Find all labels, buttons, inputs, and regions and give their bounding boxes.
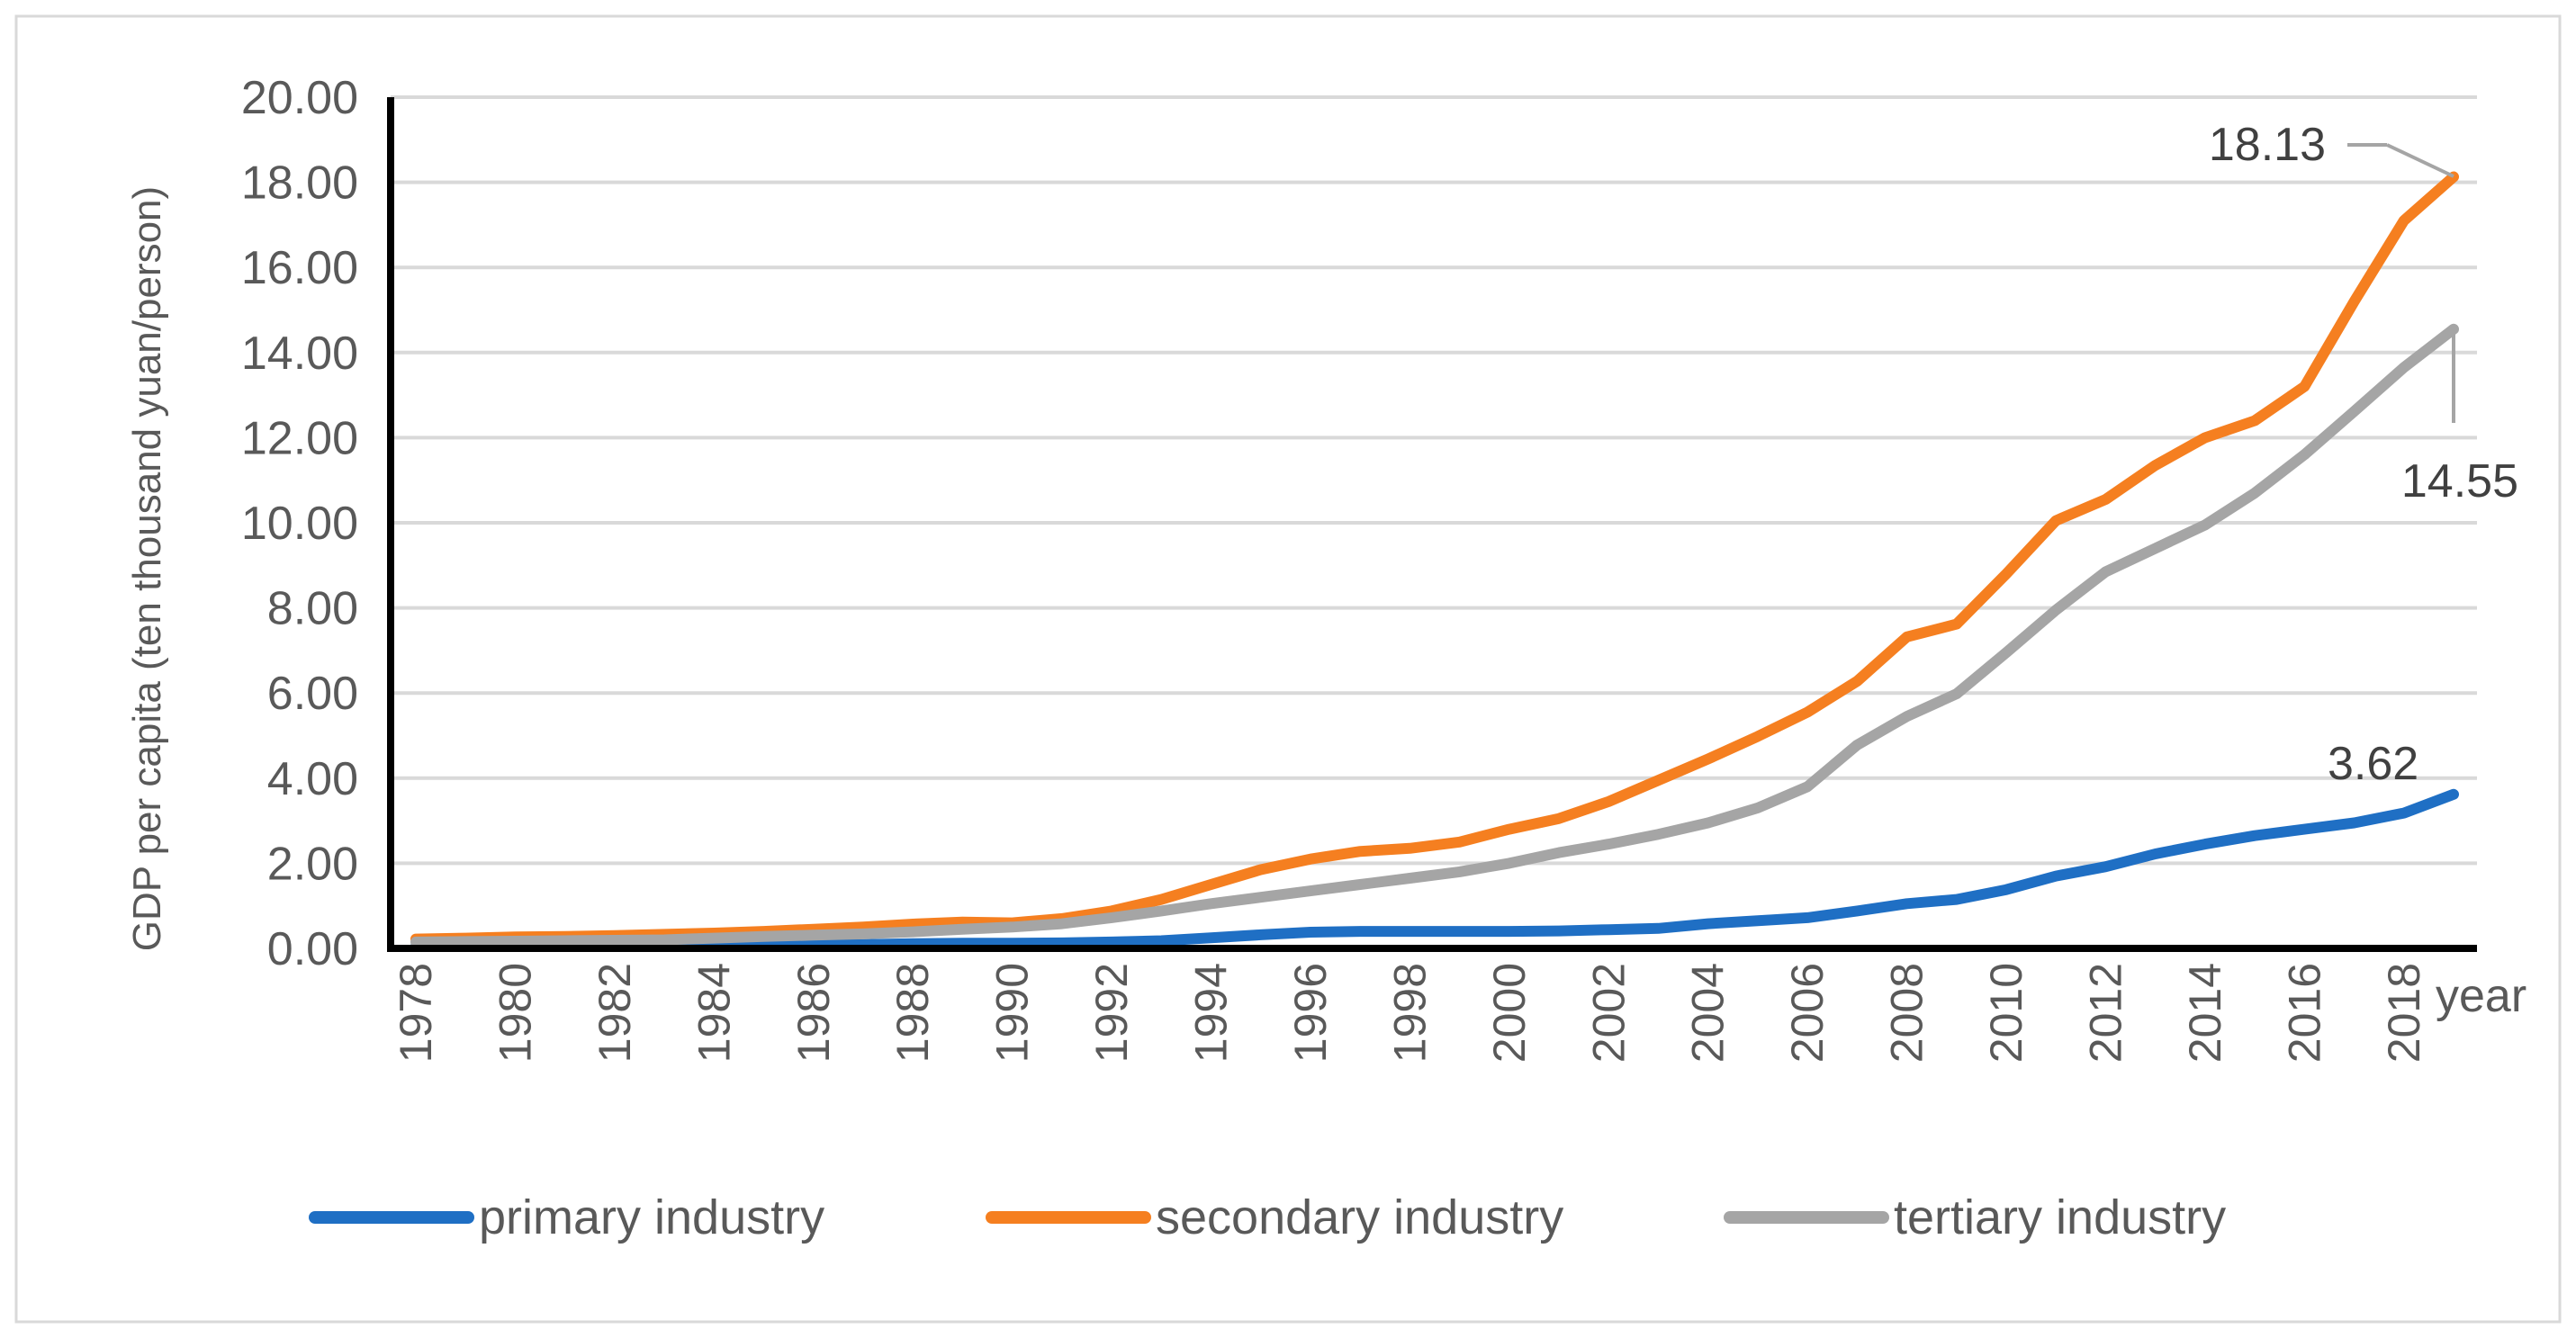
x-axis-ticks: 1978 1980 1982 1984 1986 1988 1990 1992 1994 1996… — [391, 963, 2429, 1063]
y-tick-label: 10.00 — [241, 498, 358, 550]
legend-label-secondary-industry: secondary industry — [1156, 1190, 1563, 1244]
x-tick-label: 1992 — [1086, 963, 1137, 1063]
legend-label-tertiary-industry: tertiary industry — [1894, 1190, 2226, 1244]
legend-label-primary-industry: primary industry — [479, 1190, 824, 1244]
primary-end-label: 3.62 — [2328, 738, 2418, 790]
x-tick-label: 2002 — [1583, 963, 1634, 1063]
y-axis-title: GDP per capita (ten thousand yuan/person… — [125, 186, 169, 951]
x-tick-label: 2006 — [1782, 963, 1833, 1063]
x-tick-label: 2018 — [2379, 963, 2429, 1063]
x-tick-label: 1998 — [1384, 963, 1435, 1063]
y-axis-ticks: 0.00 2.00 4.00 6.00 8.00 10.00 12.00 14.00 16.00… — [241, 72, 358, 975]
x-tick-label: 1980 — [490, 963, 540, 1063]
x-tick-label: 1984 — [689, 963, 739, 1063]
x-axis-title: year — [2436, 970, 2526, 1022]
legend: primary industry secondary industry tertia… — [309, 1190, 2226, 1244]
tertiary-industry-line — [410, 323, 2459, 947]
y-tick-label: 0.00 — [267, 923, 358, 975]
x-tick-label: 2004 — [1683, 963, 1734, 1063]
y-tick-label: 14.00 — [241, 328, 358, 380]
x-tick-label: 2010 — [1981, 963, 2031, 1063]
x-tick-label: 1978 — [391, 963, 441, 1063]
tertiary-end-label: 14.55 — [2401, 455, 2518, 507]
y-tick-label: 6.00 — [267, 668, 358, 720]
x-tick-label: 1994 — [1186, 963, 1237, 1063]
x-tick-label: 2014 — [2180, 963, 2230, 1063]
secondary-end-leader-line-diag — [2386, 143, 2454, 178]
y-tick-label: 2.00 — [267, 838, 358, 890]
axes — [387, 97, 2477, 952]
x-tick-label: 2000 — [1484, 963, 1535, 1063]
y-tick-label: 4.00 — [267, 753, 358, 805]
y-tick-label: 18.00 — [241, 157, 358, 210]
y-tick-label: 16.00 — [241, 242, 358, 294]
x-tick-label: 2016 — [2279, 963, 2329, 1063]
gridlines — [391, 95, 2477, 866]
y-tick-label: 20.00 — [241, 72, 358, 124]
x-tick-label: 2012 — [2080, 963, 2130, 1063]
chart-border — [14, 14, 2562, 1324]
x-tick-label: 1988 — [887, 963, 938, 1063]
secondary-end-label: 18.13 — [2209, 119, 2326, 171]
y-tick-label: 8.00 — [267, 583, 358, 635]
x-tick-label: 1996 — [1285, 963, 1336, 1063]
y-tick-label: 12.00 — [241, 412, 358, 464]
x-tick-label: 1990 — [987, 963, 1038, 1063]
x-tick-label: 1986 — [788, 963, 839, 1063]
x-tick-label: 1982 — [590, 963, 640, 1063]
x-tick-label: 2008 — [1882, 963, 1932, 1063]
data-labels: 18.13 14.55 3.62 — [2209, 119, 2518, 790]
